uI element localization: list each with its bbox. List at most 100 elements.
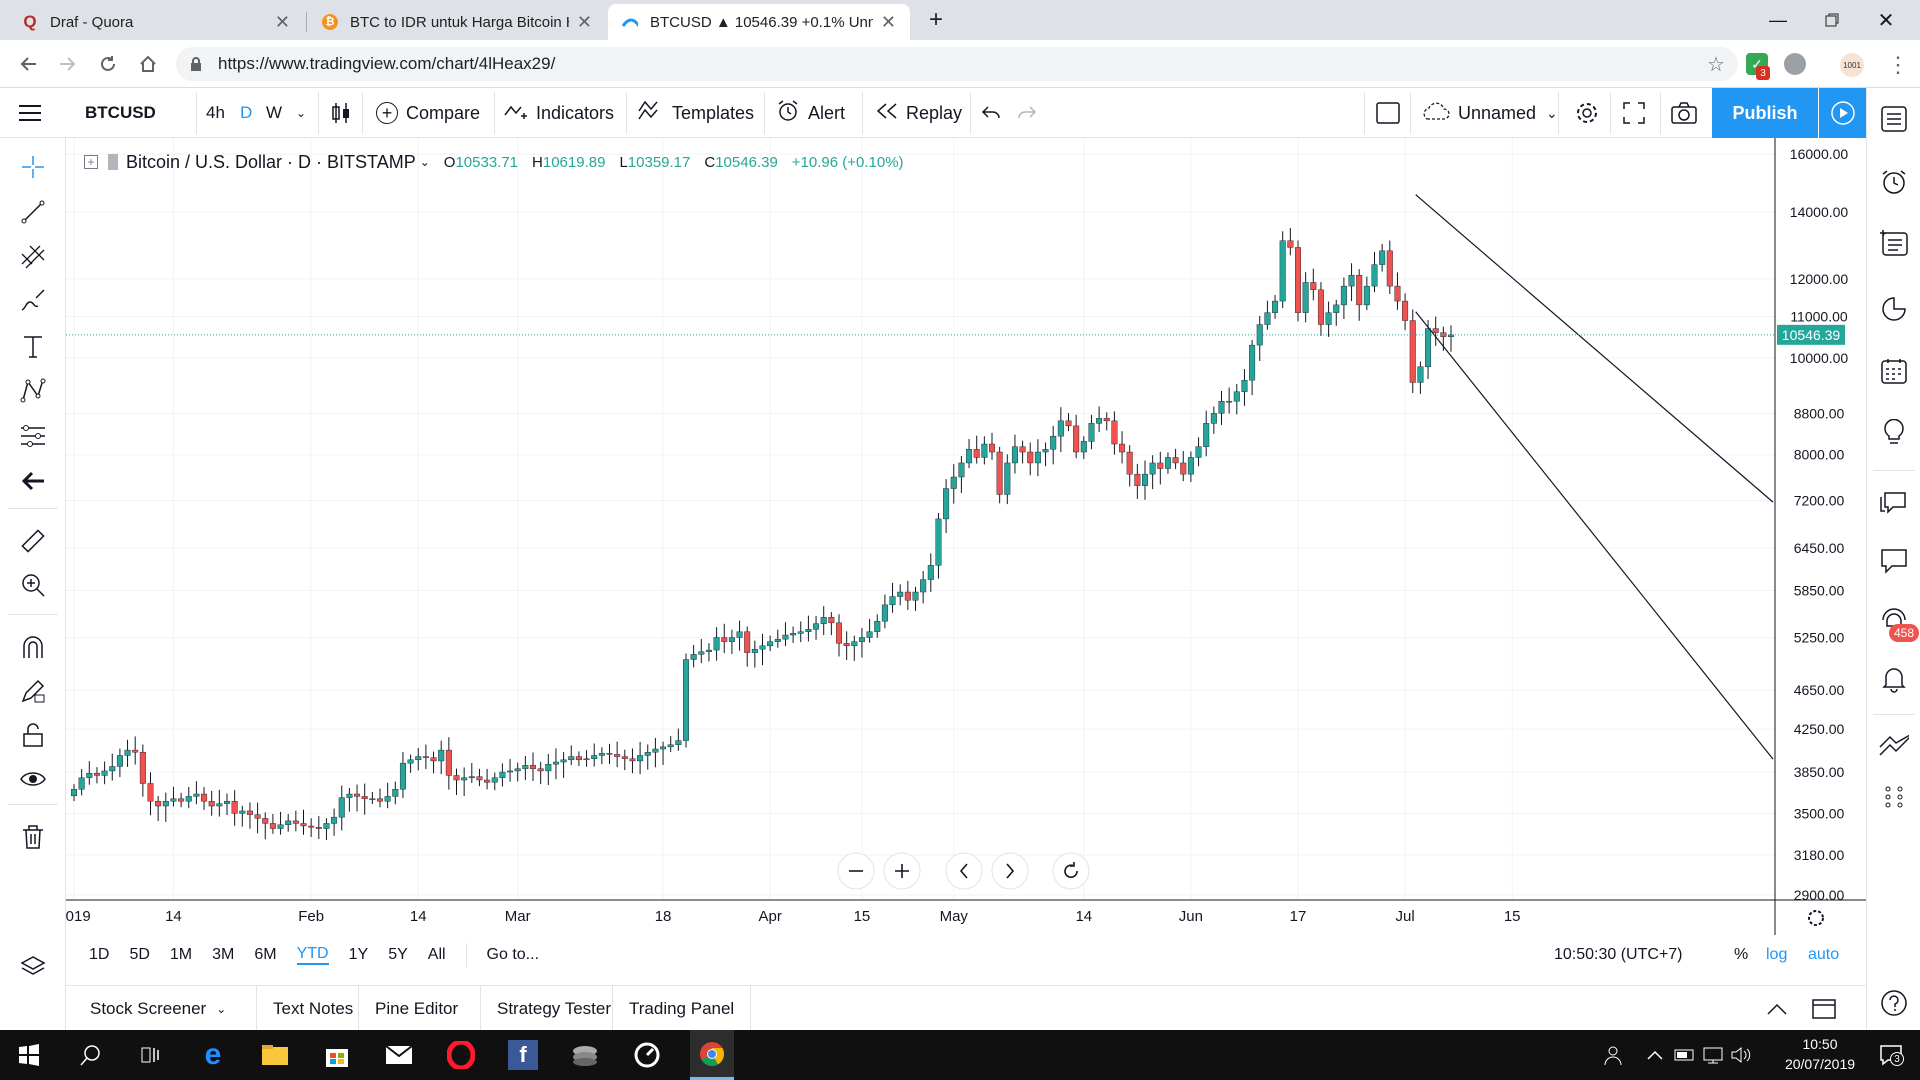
chevron-up-icon[interactable] — [1766, 986, 1788, 1031]
unlock-icon[interactable] — [18, 720, 48, 750]
eye-icon[interactable] — [18, 764, 48, 794]
tab-btc-idr[interactable]: ₿ BTC to IDR untuk Harga Bitcoin H ✕ — [308, 4, 606, 40]
omnibox[interactable]: https://www.tradingview.com/chart/4lHeax… — [176, 47, 1738, 81]
magnet-icon[interactable] — [18, 632, 48, 662]
brush-icon[interactable] — [18, 286, 48, 316]
fullscreen-toggle-icon[interactable] — [1376, 88, 1400, 138]
collapse-toggle-icon[interactable]: + — [84, 155, 98, 169]
log-toggle[interactable]: log — [1766, 946, 1788, 963]
opera-icon[interactable] — [446, 1040, 476, 1070]
speedometer-app-icon[interactable] — [632, 1040, 662, 1070]
people-icon[interactable] — [1598, 1040, 1628, 1070]
alert-button[interactable]: Alert — [776, 88, 845, 138]
time-label[interactable]: 10:50:30 (UTC+7) — [1554, 946, 1683, 963]
hamburger-menu-icon[interactable] — [18, 88, 42, 138]
replay-button[interactable]: Replay — [876, 88, 962, 138]
symbol-title[interactable]: Bitcoin / U.S. Dollar · D · BITSTAMP — [126, 151, 416, 172]
range-5y[interactable]: 5Y — [388, 946, 408, 963]
store-icon[interactable] — [322, 1040, 352, 1070]
file-explorer-icon[interactable] — [260, 1040, 290, 1070]
range-1m[interactable]: 1M — [169, 946, 193, 963]
chevron-up-icon[interactable] — [1640, 1040, 1670, 1070]
camera-icon[interactable] — [1670, 88, 1698, 138]
close-window-icon[interactable]: ✕ — [1877, 9, 1895, 32]
undo-icon[interactable] — [980, 88, 1002, 138]
play-circle-icon[interactable] — [1818, 88, 1866, 138]
interval-d[interactable]: D — [240, 103, 253, 122]
globe-extension-icon[interactable] — [1784, 53, 1806, 75]
task-view-icon[interactable] — [136, 1040, 166, 1070]
bookmark-star-icon[interactable]: ☆ — [1707, 53, 1725, 76]
auto-toggle[interactable]: auto — [1808, 946, 1840, 963]
reset-chart-icon[interactable] — [1052, 852, 1090, 890]
new-tab-plus-icon[interactable]: + — [928, 6, 943, 33]
alarm-clock-icon[interactable] — [1879, 167, 1909, 197]
forward-arrow-icon[interactable] — [54, 50, 82, 78]
message-icon[interactable] — [1879, 546, 1909, 576]
scroll-right-icon[interactable] — [991, 852, 1029, 890]
interval-4h[interactable]: 4h — [206, 103, 225, 122]
compare-button[interactable]: + Compare — [376, 88, 480, 138]
reload-icon[interactable] — [94, 50, 122, 78]
ruler-icon[interactable] — [18, 526, 48, 556]
tab-text-notes[interactable]: Text Notes — [256, 986, 353, 1031]
home-icon[interactable] — [134, 50, 162, 78]
prediction-tool-icon[interactable] — [18, 421, 48, 451]
maximize-icon[interactable] — [1818, 6, 1846, 34]
goto-button[interactable]: Go to... — [486, 946, 540, 963]
range-ytd[interactable]: YTD — [296, 945, 329, 965]
percent-toggle[interactable]: % — [1734, 946, 1749, 963]
edge-icon[interactable]: e — [204, 1038, 222, 1071]
windows-start-icon[interactable] — [14, 1040, 44, 1070]
mail-icon[interactable] — [384, 1040, 414, 1070]
calendar-icon[interactable] — [1879, 356, 1909, 386]
arrow-left-icon[interactable] — [18, 466, 48, 496]
hotlist-icon[interactable] — [1879, 294, 1909, 324]
data-window-icon[interactable] — [1879, 228, 1909, 258]
chat-icon[interactable] — [1879, 488, 1909, 518]
volume-icon[interactable] — [1726, 1040, 1756, 1070]
crosshair-icon[interactable] — [18, 152, 48, 182]
candle-style-icon[interactable] — [330, 88, 352, 138]
fib-tool-icon[interactable] — [18, 242, 48, 272]
range-all[interactable]: All — [427, 946, 446, 963]
interval-w[interactable]: W — [266, 103, 283, 122]
trend-line-icon[interactable] — [18, 197, 48, 227]
indicators-button[interactable]: Indicators — [504, 88, 614, 138]
notification-center-icon[interactable] — [1876, 1040, 1906, 1070]
close-icon[interactable]: ✕ — [576, 11, 592, 32]
lock-pencil-icon[interactable] — [18, 676, 48, 706]
minimize-icon[interactable]: — — [1769, 9, 1787, 30]
chrome-icon[interactable] — [690, 1030, 734, 1080]
tab-stock-screener[interactable]: Stock Screener ⌄ — [90, 986, 226, 1031]
help-icon[interactable] — [1879, 988, 1909, 1018]
network-icon[interactable] — [1698, 1040, 1728, 1070]
range-1d[interactable]: 1D — [89, 946, 110, 963]
range-5d[interactable]: 5D — [129, 946, 150, 963]
disk-app-icon[interactable] — [570, 1040, 600, 1070]
interval-dropdown-icon[interactable]: ⌄ — [296, 106, 307, 120]
search-icon[interactable] — [76, 1040, 106, 1070]
lightbulb-icon[interactable] — [1879, 418, 1909, 448]
taskbar-date[interactable]: 20/07/2019 — [1784, 1056, 1856, 1072]
trash-icon[interactable] — [18, 822, 48, 852]
redo-icon[interactable] — [1016, 88, 1038, 138]
price-chart[interactable]: 16000.00 14000.00 12000.00 11000.00 10000.00… — [66, 138, 1866, 935]
tab-btcusd[interactable]: BTCUSD ▲ 10546.39 +0.1% Unna ✕ — [608, 4, 910, 40]
avatar[interactable]: 1001 — [1840, 53, 1864, 77]
battery-icon[interactable] — [1670, 1040, 1700, 1070]
taskbar-time[interactable]: 10:50 — [1802, 1036, 1838, 1052]
close-icon[interactable]: ✕ — [880, 11, 896, 32]
zoom-in-icon[interactable] — [883, 852, 921, 890]
zoom-in-icon[interactable] — [18, 570, 48, 600]
ideas-chart-icon[interactable] — [1879, 730, 1909, 760]
tab-quora[interactable]: Q Draf - Quora ✕ — [8, 4, 304, 40]
tab-trading-panel[interactable]: Trading Panel — [612, 986, 752, 1031]
zoom-out-icon[interactable] — [837, 852, 875, 890]
facebook-icon[interactable]: f — [508, 1040, 538, 1070]
symbol-search[interactable]: BTCUSD — [85, 103, 156, 122]
publish-button[interactable]: Publish — [1712, 88, 1818, 138]
axis-settings-gear-icon[interactable] — [1808, 910, 1824, 926]
fullscreen-icon[interactable] — [1622, 88, 1646, 138]
bell-icon[interactable] — [1879, 664, 1909, 694]
